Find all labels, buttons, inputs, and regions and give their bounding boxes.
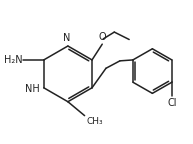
Text: NH: NH (25, 84, 40, 94)
Text: H₂N: H₂N (4, 55, 22, 65)
Text: Cl: Cl (167, 98, 177, 108)
Text: CH₃: CH₃ (86, 116, 103, 126)
Text: N: N (63, 33, 71, 43)
Text: O: O (98, 32, 106, 42)
